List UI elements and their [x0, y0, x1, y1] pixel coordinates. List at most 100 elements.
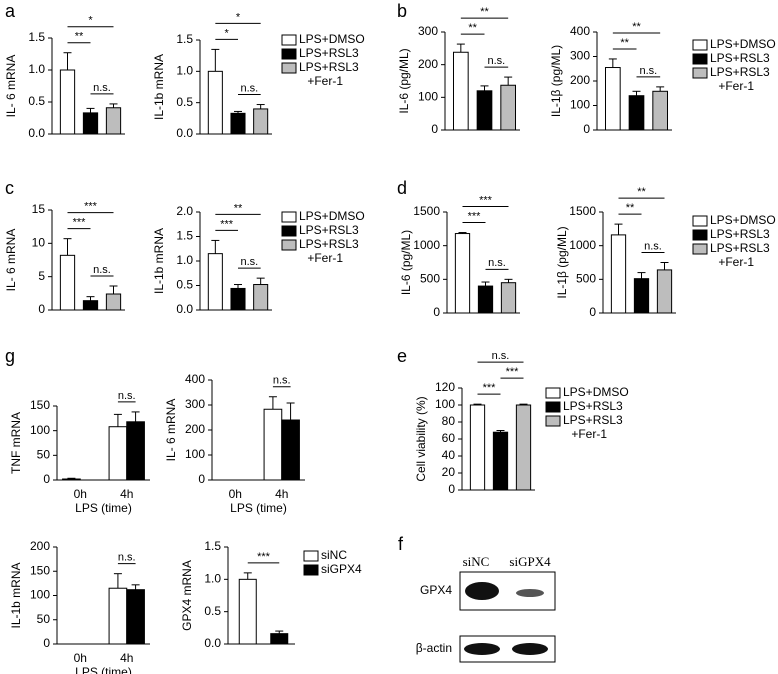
- y-tick-label: 60: [442, 431, 456, 445]
- x-tick-label: 0h: [74, 487, 87, 501]
- bar: [207, 70, 223, 135]
- legend-swatch: [545, 415, 561, 427]
- y-axis-label: IL- 6 mRNA: [4, 229, 18, 292]
- y-tick-label: 1.0: [28, 62, 45, 76]
- significance-label: *: [225, 27, 230, 39]
- y-tick-label: 200: [30, 539, 50, 553]
- bar: [59, 254, 76, 311]
- y-tick-label: 10: [32, 236, 46, 250]
- y-axis-label: IL-6 (pg/ML): [399, 230, 413, 295]
- bar: [105, 107, 122, 135]
- legend-label-line: LPS+RSL3: [563, 413, 623, 427]
- legend-label-line: LPS+RSL3: [710, 241, 770, 255]
- bar: [656, 269, 673, 314]
- y-tick-label: 0: [431, 122, 438, 136]
- legend-label: LPS+RSL3: [710, 227, 770, 241]
- y-tick-label: 100: [185, 447, 205, 461]
- blot-band: [464, 643, 500, 655]
- y-tick-label: 200: [570, 73, 590, 87]
- significance-label: *: [236, 11, 241, 23]
- y-tick-label: 100: [30, 588, 50, 602]
- panel-letter: b: [397, 1, 407, 21]
- legend-swatch: [692, 243, 708, 255]
- legend-swatch: [545, 387, 561, 399]
- bar: [126, 589, 145, 645]
- y-tick-label: 300: [418, 24, 438, 38]
- significance-label: **: [626, 202, 635, 214]
- y-tick-label: 100: [418, 90, 438, 104]
- significance-label: ***: [506, 366, 520, 378]
- y-tick-label: 0.5: [28, 94, 45, 108]
- significance-label: ***: [73, 217, 87, 229]
- legend-label: LPS+DMSO: [710, 213, 776, 227]
- y-tick-label: 150: [30, 398, 50, 412]
- legend-swatch: [281, 34, 297, 46]
- y-tick-label: 0.0: [176, 126, 193, 140]
- legend-label: LPS+RSL3 +Fer-1: [299, 237, 359, 265]
- y-tick-label: 400: [185, 372, 205, 386]
- significance-label: n.s.: [639, 65, 657, 77]
- x-axis-label: LPS (time): [75, 665, 132, 674]
- lane-label: siNC: [463, 554, 490, 569]
- legend-swatch: [545, 401, 561, 413]
- legend-label: LPS+DMSO: [710, 37, 776, 51]
- bar: [253, 108, 269, 135]
- y-tick-label: 0: [433, 305, 440, 319]
- significance-label: ***: [220, 218, 234, 230]
- panel-letter: d: [397, 178, 407, 198]
- panel-letter: c: [5, 178, 14, 198]
- significance-label: **: [632, 21, 641, 33]
- legend-swatch: [692, 53, 708, 65]
- legend-label: LPS+DMSO: [299, 32, 365, 46]
- x-tick-label: 4h: [120, 487, 133, 501]
- significance-label: n.s.: [492, 350, 510, 362]
- legend-label-line: LPS+RSL3: [710, 65, 770, 79]
- significance-label: ***: [84, 201, 98, 213]
- bar: [452, 51, 469, 131]
- blot-band: [512, 643, 548, 655]
- y-tick-label: 1000: [413, 238, 440, 252]
- y-tick-label: 0.5: [204, 604, 221, 618]
- legend-label: LPS+RSL3: [710, 51, 770, 65]
- significance-label: ***: [257, 551, 271, 563]
- legend-swatch: [692, 39, 708, 51]
- y-axis-label: IL-1b mRNA: [152, 54, 166, 120]
- legend-label-line: +Fer-1: [715, 79, 754, 93]
- y-tick-label: 50: [37, 448, 51, 462]
- y-tick-label: 1.5: [176, 32, 193, 46]
- y-tick-label: 40: [442, 448, 456, 462]
- y-tick-label: 2.0: [176, 204, 193, 218]
- bar: [492, 431, 509, 491]
- y-tick-label: 300: [185, 397, 205, 411]
- bar: [500, 282, 517, 314]
- y-tick-label: 100: [435, 397, 455, 411]
- row-label: β-actin: [416, 641, 452, 655]
- legend-swatch: [281, 48, 297, 60]
- legend-label-line: +Fer-1: [715, 255, 754, 269]
- bar: [628, 95, 645, 131]
- blot-band: [516, 589, 544, 597]
- significance-label: n.s.: [118, 390, 136, 402]
- legend-label-line: LPS+RSL3: [299, 237, 359, 251]
- y-tick-label: 1500: [413, 204, 440, 218]
- y-tick-label: 300: [570, 49, 590, 63]
- legend-label: LPS+RSL3 +Fer-1: [299, 60, 359, 88]
- legend-label: LPS+RSL3 +Fer-1: [563, 413, 623, 441]
- significance-label: **: [480, 6, 489, 18]
- bar: [469, 404, 486, 491]
- significance-label: n.s.: [93, 82, 111, 94]
- y-tick-label: 0: [583, 122, 590, 136]
- y-tick-label: 1.5: [204, 539, 221, 553]
- y-tick-label: 1.5: [176, 229, 193, 243]
- y-tick-label: 0: [589, 305, 596, 319]
- bar: [477, 285, 494, 314]
- legend-label: LPS+DMSO: [299, 209, 365, 223]
- bar: [270, 633, 289, 645]
- y-tick-label: 5: [38, 269, 45, 283]
- y-tick-label: 0: [43, 472, 50, 486]
- legend-label: siNC: [321, 548, 347, 562]
- y-tick-label: 0.5: [176, 95, 193, 109]
- bar: [610, 234, 627, 314]
- y-tick-label: 1500: [569, 204, 596, 218]
